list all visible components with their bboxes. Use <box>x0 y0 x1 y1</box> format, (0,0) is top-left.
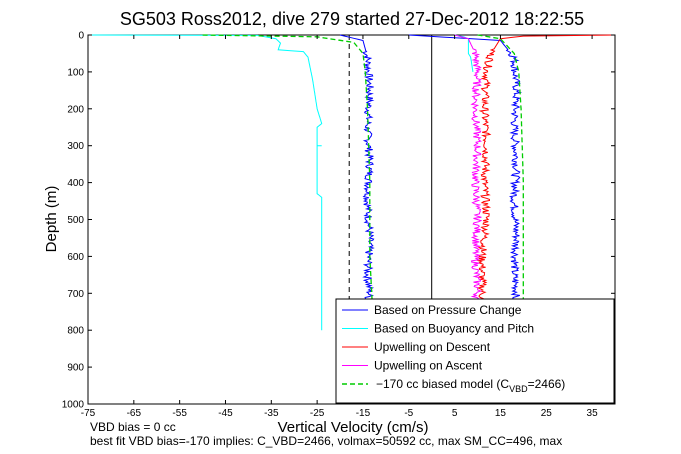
legend-label: Based on Pressure Change <box>374 303 522 317</box>
y-tick-label: 0 <box>78 31 84 42</box>
y-tick-label: 500 <box>67 215 84 226</box>
legend-label: Upwelling on Descent <box>374 340 491 354</box>
series-line-1-1 <box>454 34 474 72</box>
y-tick-label: 300 <box>67 141 84 152</box>
x-tick-label: 15 <box>495 408 507 419</box>
series-line-2-0 <box>476 34 616 302</box>
y-tick-label: 400 <box>67 178 84 189</box>
legend: Based on Pressure Change Based on Buoyanc… <box>335 298 615 404</box>
footer-line-1: VBD bias = 0 cc <box>90 420 176 434</box>
legend-box <box>335 298 615 404</box>
footer-line-2: best fit VBD bias=-170 implies: C_VBD=24… <box>90 434 563 448</box>
y-tick-label: 900 <box>67 363 84 374</box>
y-tick-label: 600 <box>67 252 84 263</box>
axis-ticks: -75 -65 -55 -45 -35 -25 -15 -5 5 15 25 350100200300… <box>62 31 615 419</box>
legend-label: Based on Buoyancy and Pitch <box>374 322 534 336</box>
chart-title: SG503 Ross2012, dive 279 started 27-Dec-… <box>120 9 584 29</box>
x-tick-label: -55 <box>172 408 187 419</box>
y-tick-label: 700 <box>67 289 84 300</box>
y-tick-label: 1000 <box>62 400 85 411</box>
y-axis-label: Depth (m) <box>43 186 60 253</box>
series-line-0-1 <box>408 34 523 302</box>
x-tick-label: -75 <box>81 408 96 419</box>
series-line-4-0 <box>202 34 373 301</box>
x-axis-label: Vertical Velocity (cm/s) <box>278 419 429 436</box>
x-tick-label: -25 <box>310 408 325 419</box>
y-tick-label: 100 <box>67 67 84 78</box>
x-tick-label: -35 <box>264 408 279 419</box>
x-tick-label: -45 <box>218 408 233 419</box>
y-tick-label: 200 <box>67 104 84 115</box>
x-tick-label: 25 <box>541 408 553 419</box>
x-tick-label: 5 <box>452 408 458 419</box>
x-tick-label: -65 <box>127 408 142 419</box>
series-line-1-0 <box>87 34 323 331</box>
y-tick-label: 800 <box>67 326 84 337</box>
legend-label: Upwelling on Ascent <box>374 359 483 373</box>
series-line-3-0 <box>454 34 483 302</box>
x-tick-label: -5 <box>404 408 413 419</box>
x-tick-label: -15 <box>356 408 371 419</box>
x-tick-label: 35 <box>587 408 599 419</box>
